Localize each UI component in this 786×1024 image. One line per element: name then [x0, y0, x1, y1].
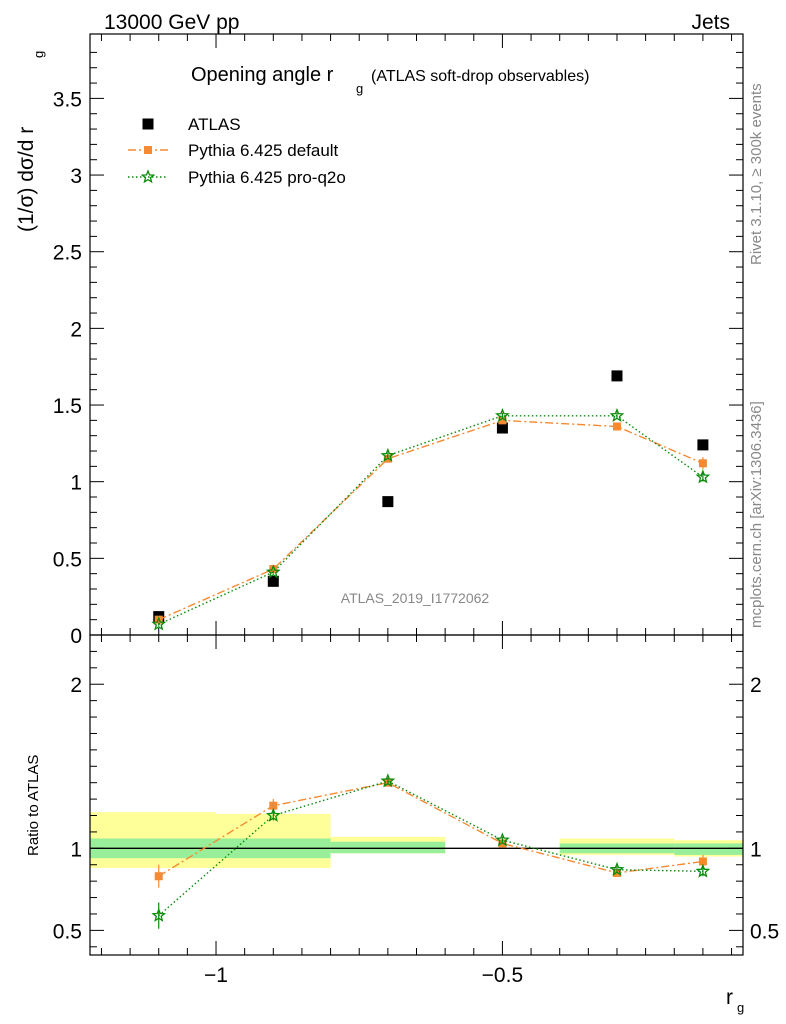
rivet-version-label: Rivet 3.1.10, ≥ 300k events	[748, 83, 765, 265]
ratio-pythia-6-425-pro-q2o-point	[495, 832, 510, 847]
main-atlas-point	[611, 370, 623, 382]
main-pythia-6-425-default-line	[158, 419, 704, 621]
ratio-pythia-6-425-default-line	[158, 781, 703, 877]
legend: ATLAS Pythia 6.425 default Pythia 6.425 pr…	[128, 115, 346, 187]
mcplots-label: mcplots.cern.ch [arXiv:1306.3436]	[748, 401, 765, 628]
chart-title: Opening angle r	[191, 64, 334, 86]
main-pythia-6-425-pro-q2o-point	[151, 616, 167, 631]
header-right: Jets	[691, 11, 730, 34]
ratio-pythia-6-425-pro-q2o-point	[151, 907, 167, 922]
ratio-pythia-6-425-default-point	[269, 801, 278, 810]
ratio-y-tick-label: 2	[70, 674, 82, 697]
legend-label: Pythia 6.425 pro-q2o	[188, 168, 346, 187]
chart-title-subscript: g	[356, 81, 363, 96]
main-y-axis-label: (1/σ) dσ/d r g	[15, 51, 46, 232]
y-axis-label-subscript: g	[31, 51, 46, 58]
ratio-pythia-6-425-pro-q2o-point	[265, 807, 281, 822]
x-axis-label: r g	[726, 986, 744, 1015]
ratio-band-inner-2	[330, 841, 446, 854]
main-y-tick-label: 3.5	[53, 88, 82, 111]
ratio-band-inner-4	[674, 843, 743, 855]
ratio-y-tick-label-right: 0.5	[750, 920, 779, 943]
legend-entry-pythia-6-425-pro-q2o: Pythia 6.425 pro-q2o	[128, 168, 346, 187]
ratio-y-tick-label-right: 1	[750, 838, 762, 861]
main-y-tick-label: 2.5	[53, 242, 82, 265]
main-atlas-point	[697, 439, 709, 451]
legend-entry-atlas: ATLAS	[142, 115, 241, 134]
main-y-tick-label: 1.5	[53, 395, 82, 418]
main-pythia-6-425-default-point	[498, 416, 507, 425]
ratio-y-tick-label-right: 2	[750, 674, 762, 697]
main-pythia-6-425-default-point	[698, 459, 707, 468]
legend-marker	[144, 146, 152, 154]
main-y-tick-label: 1	[70, 472, 82, 495]
main-pythia-6-425-default-point	[612, 422, 621, 431]
main-atlas-point	[496, 422, 508, 434]
chart-subtitle: (ATLAS soft-drop observables)	[371, 68, 589, 85]
legend-marker	[140, 169, 156, 184]
ratio-plot-frame	[89, 634, 744, 956]
main-atlas-point	[267, 575, 279, 587]
main-pythia-6-425-pro-q2o-point	[495, 407, 510, 423]
ratio-pythia-6-425-pro-q2o-point	[380, 773, 396, 788]
x-tick-label: −1	[204, 964, 228, 987]
ratio-y-tick-label: 1	[70, 838, 82, 861]
legend-marker	[142, 118, 154, 130]
main-plot-title: Opening angle r g (ATLAS soft-drop obser…	[191, 64, 589, 96]
ratio-y-tick-label: 0.5	[53, 920, 82, 943]
ratio-pythia-6-425-default-point	[698, 857, 707, 866]
x-tick-label: −0.5	[482, 964, 523, 987]
main-y-tick-label: 0.5	[53, 548, 82, 571]
main-pythia-6-425-pro-q2o-point	[609, 407, 625, 423]
ratio-pythia-6-425-pro-q2o-point	[609, 861, 625, 876]
ratio-pythia-6-425-default-point	[154, 872, 163, 881]
main-pythia-6-425-default-point	[269, 565, 278, 574]
main-pythia-6-425-pro-q2o-point	[695, 469, 711, 484]
main-y-tick-label: 2	[70, 318, 82, 341]
header-left: 13000 GeV pp	[104, 11, 239, 34]
main-y-tick-label: 3	[70, 165, 82, 188]
legend-entry-pythia-6-425-default: Pythia 6.425 default	[128, 141, 339, 160]
ratio-y-axis-label: Ratio to ATLAS	[25, 755, 42, 856]
x-axis-label-subscript: g	[737, 1000, 744, 1015]
x-axis-label-text: r	[726, 986, 733, 1009]
legend-label: ATLAS	[188, 115, 241, 134]
analysis-id-label: ATLAS_2019_I1772062	[341, 590, 490, 606]
main-pythia-6-425-pro-q2o-line	[158, 415, 704, 625]
legend-label: Pythia 6.425 default	[188, 141, 339, 160]
y-axis-label-text: (1/σ) dσ/d r	[15, 127, 38, 232]
ratio-pythia-6-425-pro-q2o-line	[158, 780, 703, 917]
main-y-tick-label: 0	[70, 625, 82, 648]
main-pythia-6-425-pro-q2o-point	[380, 447, 396, 462]
main-pythia-6-425-pro-q2o-point	[265, 564, 281, 579]
main-atlas-point	[382, 496, 394, 508]
ratio-pythia-6-425-pro-q2o-point	[695, 863, 711, 878]
